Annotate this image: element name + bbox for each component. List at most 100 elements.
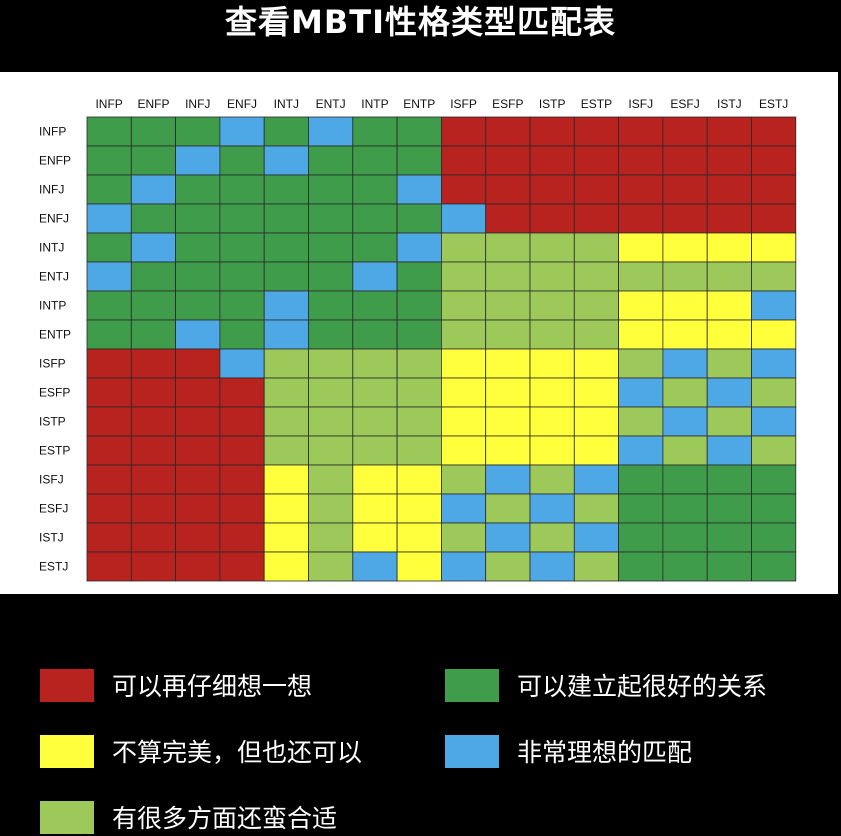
cell-isfp-infp (86, 348, 132, 379)
cell-isfj-entp (396, 464, 442, 495)
cell-estj-istj (706, 551, 752, 582)
cell-isfp-estp (573, 348, 619, 379)
cell-enfp-isfj (618, 145, 664, 176)
cell-esfj-intp (352, 493, 398, 524)
col-label-istp: ISTP (539, 97, 566, 111)
row-label-isfp: ISFP (39, 357, 66, 371)
cell-entp-intp (352, 319, 398, 350)
cell-istp-estj (751, 406, 797, 437)
cell-infj-entj (308, 174, 354, 205)
cell-estp-istp (529, 435, 575, 466)
col-label-intj: INTJ (274, 97, 299, 111)
cell-istj-infj (175, 522, 221, 553)
legend-item-yellow: 不算完美，但也还可以 (40, 733, 362, 769)
cell-entj-isfj (618, 261, 664, 292)
cell-infp-estj (751, 116, 797, 147)
cell-esfj-esfj (662, 493, 708, 524)
col-label-intp: INTP (361, 97, 388, 111)
cell-infp-isfp (440, 116, 487, 147)
cell-isfj-istp (529, 464, 575, 495)
legend-swatch-lightgreen (40, 800, 94, 834)
legend-label-blue: 非常理想的匹配 (517, 738, 693, 767)
cell-intj-infj (175, 232, 221, 263)
cell-intp-isfp (440, 290, 487, 321)
cell-istj-isfj (618, 522, 664, 553)
cell-entj-isfp (440, 261, 487, 292)
col-label-enfj: ENFJ (227, 97, 257, 111)
legend-item-green: 可以建立起很好的关系 (445, 667, 767, 703)
cell-estj-estj (751, 551, 797, 582)
cell-istj-enfj (219, 522, 265, 553)
cell-entp-entp (396, 319, 442, 350)
cell-istp-istj (706, 406, 752, 437)
cell-entj-intp (352, 261, 398, 292)
cell-esfj-isfj (618, 493, 664, 524)
cell-esfp-isfp (440, 377, 487, 408)
cell-istj-entp (396, 522, 442, 553)
cell-istj-intp (352, 522, 398, 553)
cell-infp-infp (86, 116, 132, 147)
cell-intp-entj (308, 290, 354, 321)
cell-infj-infp (86, 174, 132, 205)
cell-enfp-intj (263, 145, 309, 176)
cell-isfp-entj (308, 348, 354, 379)
cell-estj-intj (263, 551, 309, 582)
row-label-isfj: ISFJ (39, 473, 64, 487)
cell-isfj-estj (751, 464, 797, 495)
cell-infp-istp (529, 116, 575, 147)
cell-istj-esfp (485, 522, 531, 553)
cell-intp-intj (263, 290, 309, 321)
cell-entj-infp (86, 261, 132, 292)
cell-enfp-enfp (130, 145, 177, 176)
row-label-intp: INTP (39, 299, 66, 313)
cell-esfp-entp (396, 377, 442, 408)
col-label-entp: ENTP (403, 97, 435, 111)
cell-entp-infj (175, 319, 221, 350)
cell-intj-istp (529, 232, 575, 263)
cell-esfj-entj (308, 493, 354, 524)
cell-intp-infp (86, 290, 132, 321)
cell-enfj-entp (396, 203, 442, 234)
compatibility-heatmap: INFP ENFP INFJ ENFJ INTJ ENTJ INTP ENTP ISFP ESFP… (39, 97, 797, 582)
cell-enfj-estj (751, 203, 797, 234)
col-label-estj: ESTJ (759, 97, 788, 111)
cell-infj-isfj (618, 174, 664, 205)
cell-intj-estj (751, 232, 797, 263)
cell-isfj-enfp (130, 464, 177, 495)
cell-enfp-istj (706, 145, 752, 176)
cell-estp-intp (352, 435, 398, 466)
cell-enfp-estj (751, 145, 797, 176)
cell-intj-entj (308, 232, 354, 263)
cell-isfj-estp (573, 464, 619, 495)
row-label-esfj: ESFJ (39, 502, 68, 516)
cell-enfj-infp (86, 203, 132, 234)
cell-esfj-isfp (440, 493, 487, 524)
cell-esfj-intj (263, 493, 309, 524)
cell-infj-estp (573, 174, 619, 205)
cell-enfj-intj (263, 203, 309, 234)
cell-enfp-isfp (440, 145, 487, 176)
cell-esfj-esfp (485, 493, 531, 524)
cell-esfp-intp (352, 377, 398, 408)
cell-enfj-estp (573, 203, 619, 234)
cell-isfp-esfj (662, 348, 708, 379)
cell-estp-entj (308, 435, 354, 466)
cell-intj-esfp (485, 232, 531, 263)
cell-istj-esfj (662, 522, 708, 553)
cell-esfp-enfp (130, 377, 177, 408)
cell-esfj-enfj (219, 493, 265, 524)
cell-entp-infp (86, 319, 132, 350)
cell-infp-infj (175, 116, 221, 147)
cell-infj-entp (396, 174, 442, 205)
cell-enfj-isfj (618, 203, 664, 234)
cell-esfp-enfj (219, 377, 265, 408)
cell-infj-intp (352, 174, 398, 205)
cell-entj-estp (573, 261, 619, 292)
cell-entj-entj (308, 261, 354, 292)
cell-istp-enfj (219, 406, 265, 437)
cell-intp-enfj (219, 290, 265, 321)
cell-estp-isfp (440, 435, 487, 466)
cell-enfj-isfp (440, 203, 487, 234)
cell-entp-istj (706, 319, 752, 350)
row-label-entj: ENTJ (39, 270, 69, 284)
